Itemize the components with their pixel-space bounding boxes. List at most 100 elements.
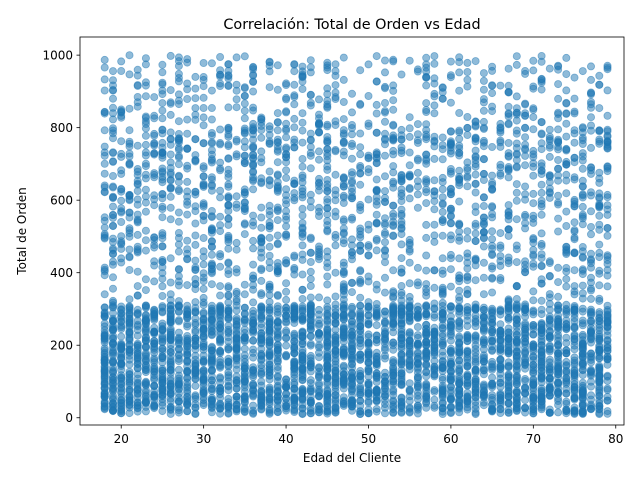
data-point (562, 159, 571, 168)
data-point (471, 202, 480, 211)
data-point (141, 174, 150, 183)
data-point (578, 307, 587, 316)
data-point (141, 148, 150, 157)
data-point (265, 251, 274, 260)
data-point (446, 282, 455, 291)
data-point (488, 171, 497, 180)
data-point (587, 163, 596, 172)
data-point (282, 222, 291, 231)
data-point (183, 95, 192, 104)
data-point (249, 151, 258, 160)
data-point (405, 360, 414, 369)
data-point (339, 180, 348, 189)
data-point (422, 320, 431, 329)
data-point (562, 319, 571, 328)
data-point (455, 274, 464, 283)
data-point (150, 348, 159, 357)
data-point (141, 335, 150, 344)
data-point (273, 118, 282, 127)
data-point (479, 357, 488, 366)
data-point (257, 133, 266, 142)
data-point (463, 264, 472, 273)
data-point (521, 339, 530, 348)
data-point (265, 125, 274, 134)
data-point (125, 397, 134, 406)
data-point (578, 190, 587, 199)
data-point (545, 132, 554, 141)
data-point (529, 287, 538, 296)
data-point (199, 358, 208, 367)
data-point (372, 369, 381, 378)
data-point (224, 214, 233, 223)
data-point (595, 253, 604, 262)
data-point (389, 162, 398, 171)
data-point (183, 331, 192, 340)
data-point (282, 173, 291, 182)
data-point (166, 192, 175, 201)
data-point (273, 109, 282, 118)
data-point (141, 275, 150, 284)
data-point (512, 393, 521, 402)
data-point (479, 106, 488, 115)
data-point (446, 57, 455, 66)
data-point (117, 107, 126, 116)
data-point (314, 155, 323, 164)
data-point (455, 236, 464, 245)
data-point (232, 192, 241, 201)
data-point (109, 406, 118, 415)
data-point (356, 150, 365, 159)
data-point (471, 393, 480, 402)
data-point (166, 381, 175, 390)
data-point (109, 296, 118, 305)
data-point (389, 305, 398, 314)
data-point (224, 362, 233, 371)
data-point (174, 316, 183, 325)
data-point (141, 236, 150, 245)
data-point (249, 62, 258, 71)
data-point (191, 231, 200, 240)
data-point (273, 381, 282, 390)
data-point (562, 304, 571, 313)
data-point (446, 360, 455, 369)
data-point (545, 408, 554, 417)
data-point (240, 408, 249, 417)
data-point (191, 359, 200, 368)
data-point (347, 177, 356, 186)
data-point (603, 376, 612, 385)
data-point (166, 215, 175, 224)
data-point (479, 258, 488, 267)
data-point (496, 374, 505, 383)
data-point (372, 128, 381, 137)
data-point (430, 370, 439, 379)
data-point (199, 388, 208, 397)
data-point (199, 284, 208, 293)
data-point (257, 276, 266, 285)
data-point (125, 51, 134, 60)
data-point (545, 299, 554, 308)
data-point (273, 317, 282, 326)
data-point (512, 258, 521, 267)
data-point (306, 142, 315, 151)
data-point (570, 73, 579, 82)
data-point (298, 285, 307, 294)
data-point (455, 58, 464, 67)
data-point (587, 352, 596, 361)
data-point (413, 156, 422, 165)
data-point (529, 347, 538, 356)
data-point (405, 316, 414, 325)
data-point (199, 395, 208, 404)
data-point (537, 188, 546, 197)
data-point (578, 336, 587, 345)
data-point (207, 397, 216, 406)
data-point (356, 384, 365, 393)
data-point (504, 335, 513, 344)
data-point (109, 94, 118, 103)
data-point (298, 211, 307, 220)
data-point (405, 124, 414, 133)
data-point (216, 387, 225, 396)
data-point (339, 75, 348, 84)
data-point (463, 113, 472, 122)
data-point (306, 164, 315, 173)
data-point (496, 310, 505, 319)
data-point (496, 261, 505, 270)
